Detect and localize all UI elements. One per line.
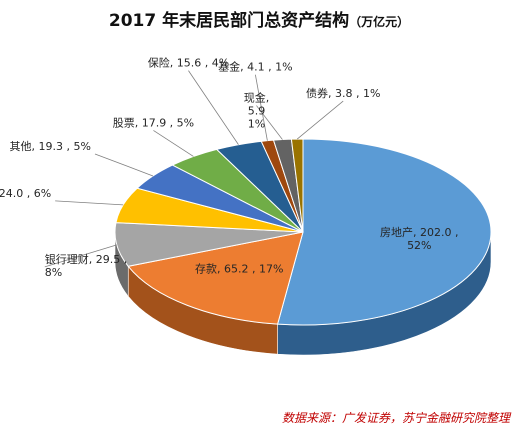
slice-1-label: 存款, 65.2 , 17% [195,261,283,275]
slice-2-label: 银行理财, 29.5 , 8% [45,252,127,279]
chart-unit: （万亿元） [349,15,410,29]
slice-6-leader-line [188,70,239,145]
chart-title: 2017 年末居民部门总资产结构 [108,11,350,31]
slice-8-leader-line [256,105,283,140]
slice-1-top [127,231,304,325]
slice-7-leader-line [254,74,268,141]
slice-5-leader-line [153,130,194,157]
slice-6-label: 保险, 15.6 , 4% [148,56,229,70]
slice-4-label: 其他, 19.3 , 5% [10,140,91,153]
slice-9-label: 债券, 3.8 , 1% [306,86,380,100]
slice-8-label: 现金, 5.9 1% [244,91,270,131]
source-note: 数据来源：广发证券，苏宁金融研究院整理 [281,411,510,425]
slice-5-label: 股票, 17.9 , 5% [113,116,194,129]
slice-0-top [276,138,492,326]
slice-7-label: 基金, 4.1 , 1% [218,60,292,74]
slice-2-leader-line [44,244,117,268]
slice-3-label: 信托, 24.0 , 6% [0,186,51,200]
slice-3-leader-line [55,200,124,206]
slice-9-leader-line [296,100,344,140]
slice-0-label: 房地产, 202.0 , 52% [380,225,458,252]
chart-title-row: 2017 年末居民部门总资产结构（万亿元） [0,6,518,31]
slice-4-leader-line [94,153,154,177]
